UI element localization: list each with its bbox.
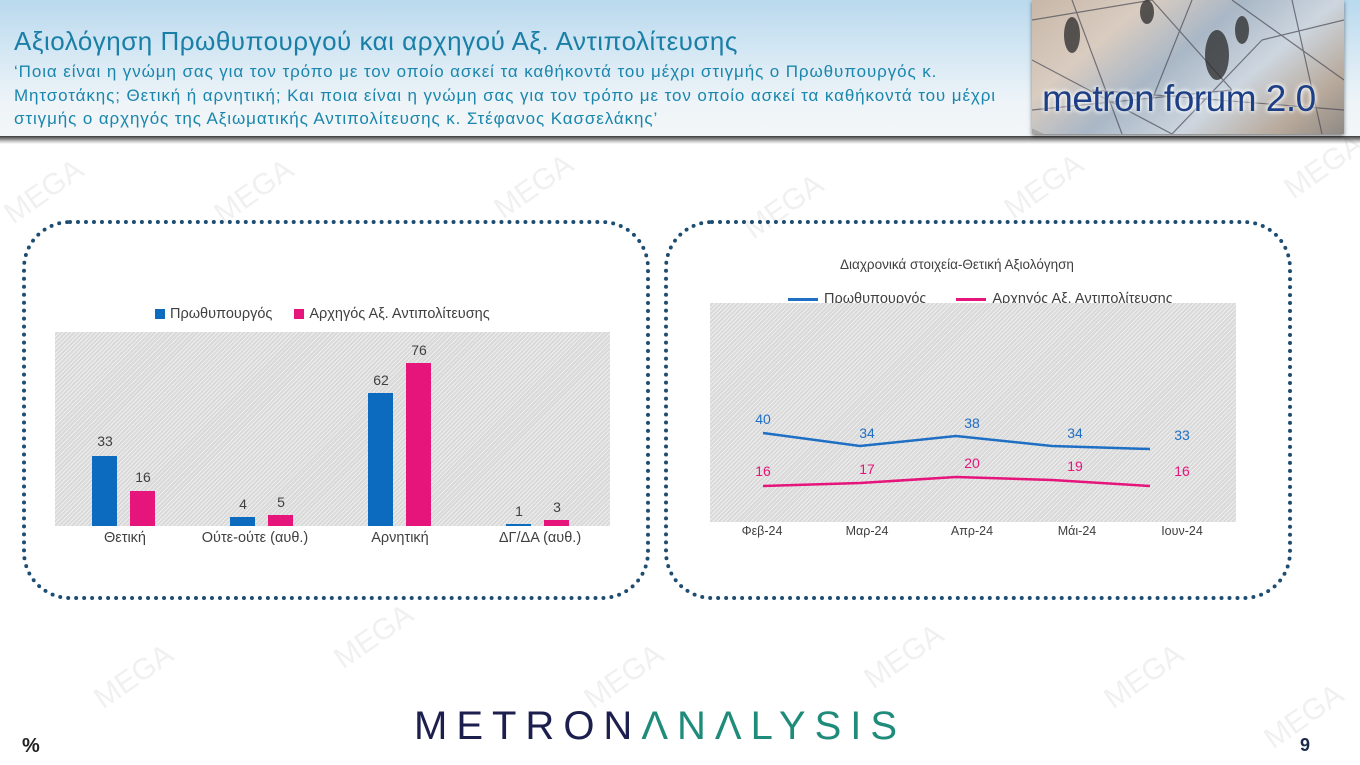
category-label: Θετική bbox=[103, 530, 146, 546]
bar-opposition-neutral bbox=[268, 515, 293, 526]
bar-pm-neutral bbox=[230, 517, 255, 526]
point-value: 16 bbox=[755, 463, 771, 479]
category-label: Αρνητική bbox=[371, 530, 429, 546]
forum-logo-text: metron forum 2.0 bbox=[1042, 78, 1316, 119]
logo-metron: METRON bbox=[414, 704, 642, 748]
x-tick-label: Φεβ-24 bbox=[741, 524, 783, 538]
bar-value: 4 bbox=[239, 496, 247, 512]
x-tick-label: Ιουν-24 bbox=[1161, 524, 1203, 538]
bar-pm-negative bbox=[368, 393, 393, 526]
watermark: MEGA bbox=[858, 617, 950, 696]
category-label: ΔΓ/ΔΑ (αυθ.) bbox=[498, 530, 582, 546]
page-number: 9 bbox=[1300, 735, 1311, 755]
page-title: Αξιολόγηση Πρωθυπουργού και αρχηγού Αξ. … bbox=[14, 26, 738, 56]
legend-item-opposition: Αρχηγός Αξ. Αντιπολίτευσης bbox=[294, 306, 490, 322]
question-text: ‘Ποια είναι η γνώμη σας για τον τρόπο με… bbox=[14, 62, 996, 128]
point-value: 34 bbox=[1067, 425, 1083, 441]
bar-value: 62 bbox=[373, 372, 389, 388]
bar-chart-panel bbox=[22, 220, 650, 600]
line-plot-area bbox=[710, 303, 1236, 522]
point-value: 16 bbox=[1174, 463, 1190, 479]
opposition-line bbox=[762, 475, 1151, 488]
pink-line-icon bbox=[956, 297, 987, 301]
bar-opposition-dk bbox=[544, 520, 569, 526]
metron-forum-logo: metron forum 2.0 bbox=[1032, 0, 1344, 134]
blue-line-icon bbox=[788, 297, 818, 301]
metron-analysis-logo: METRONΛNΛLYSIS bbox=[414, 704, 906, 749]
bar-value: 1 bbox=[515, 503, 523, 519]
bar-value: 3 bbox=[553, 499, 561, 515]
legend-label: Πρωθυπουργός bbox=[170, 306, 273, 322]
bar-value: 16 bbox=[135, 469, 151, 485]
x-tick-label: Απρ-24 bbox=[950, 524, 994, 538]
point-value: 17 bbox=[859, 461, 875, 477]
unit-label: % bbox=[22, 735, 40, 757]
bar-value: 33 bbox=[97, 433, 113, 449]
point-value: 33 bbox=[1174, 427, 1190, 443]
watermark: MEGA bbox=[328, 597, 420, 676]
legend-label: Αρχηγός Αξ. Αντιπολίτευσης bbox=[309, 306, 490, 322]
x-tick-label: Μαρ-24 bbox=[845, 524, 889, 538]
line-chart-title: Διαχρονικά στοιχεία-Θετική Αξιολόγηση bbox=[840, 257, 1074, 272]
line-chart-panel bbox=[664, 220, 1292, 600]
point-value: 40 bbox=[755, 411, 771, 427]
geometric-pattern-icon bbox=[1032, 0, 1344, 134]
logo-analysis: ΛNΛLYSIS bbox=[641, 704, 907, 748]
header-divider bbox=[0, 136, 1360, 144]
bar-value: 76 bbox=[411, 342, 427, 358]
pm-line bbox=[762, 431, 1151, 451]
line-series-svg bbox=[762, 431, 1151, 488]
blue-square-icon bbox=[155, 309, 165, 319]
watermark: MEGA bbox=[1098, 637, 1190, 716]
bar-pm-dk bbox=[506, 524, 531, 526]
bar-value: 5 bbox=[277, 494, 285, 510]
bar-opposition-negative bbox=[406, 363, 431, 526]
bar-chart-legend: Πρωθυπουργός Αρχηγός Αξ. Αντιπολίτευσης bbox=[155, 306, 512, 322]
watermark: MEGA bbox=[88, 637, 180, 716]
legend-item-pm: Πρωθυπουργός bbox=[155, 306, 272, 322]
point-value: 34 bbox=[859, 425, 875, 441]
pink-square-icon bbox=[294, 309, 305, 319]
point-value: 38 bbox=[964, 415, 980, 431]
point-value: 19 bbox=[1067, 458, 1083, 474]
bar-pm-positive bbox=[92, 456, 117, 526]
category-label: Ούτε-ούτε (αυθ.) bbox=[201, 530, 309, 546]
bar-plot-area bbox=[55, 332, 610, 526]
watermark: MEGA bbox=[998, 147, 1090, 226]
bar-opposition-positive bbox=[130, 491, 155, 526]
point-value: 20 bbox=[964, 455, 980, 471]
x-tick-label: Μάι-24 bbox=[1057, 524, 1097, 538]
watermark: MEGA bbox=[488, 147, 580, 226]
